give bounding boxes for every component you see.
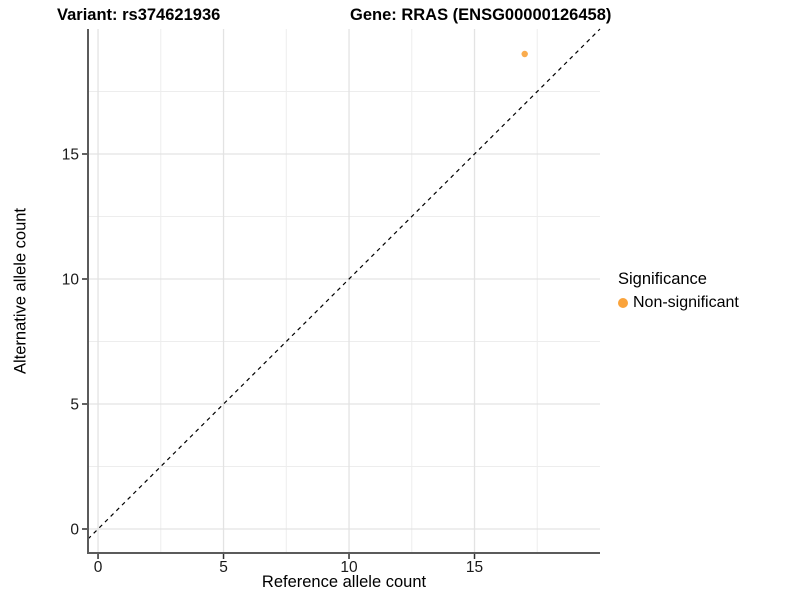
legend: Significance Non-significant	[618, 270, 739, 312]
y-tick-label: 5	[70, 397, 79, 414]
identity-line	[87, 28, 601, 540]
legend-entry-label: Non-significant	[633, 294, 739, 311]
x-tick-label: 0	[94, 559, 103, 576]
legend-dot-icon	[618, 298, 628, 308]
legend-entry: Non-significant	[618, 294, 739, 312]
x-axis-title: Reference allele count	[261, 573, 427, 591]
x-tick-label: 5	[219, 559, 228, 576]
data-point	[521, 50, 528, 58]
x-tick-label: 15	[466, 559, 483, 576]
gene-title: Gene: RRAS (ENSG00000126458)	[350, 6, 612, 24]
y-tick-label: 10	[62, 272, 80, 289]
y-tick-label: 15	[62, 147, 79, 164]
y-axis-title: Alternative allele count	[11, 207, 30, 375]
x-tick-label: 10	[340, 559, 358, 576]
variant-title: Variant: rs374621936	[57, 6, 221, 24]
y-tick-label: 0	[70, 522, 79, 539]
legend-title: Significance	[618, 270, 707, 288]
